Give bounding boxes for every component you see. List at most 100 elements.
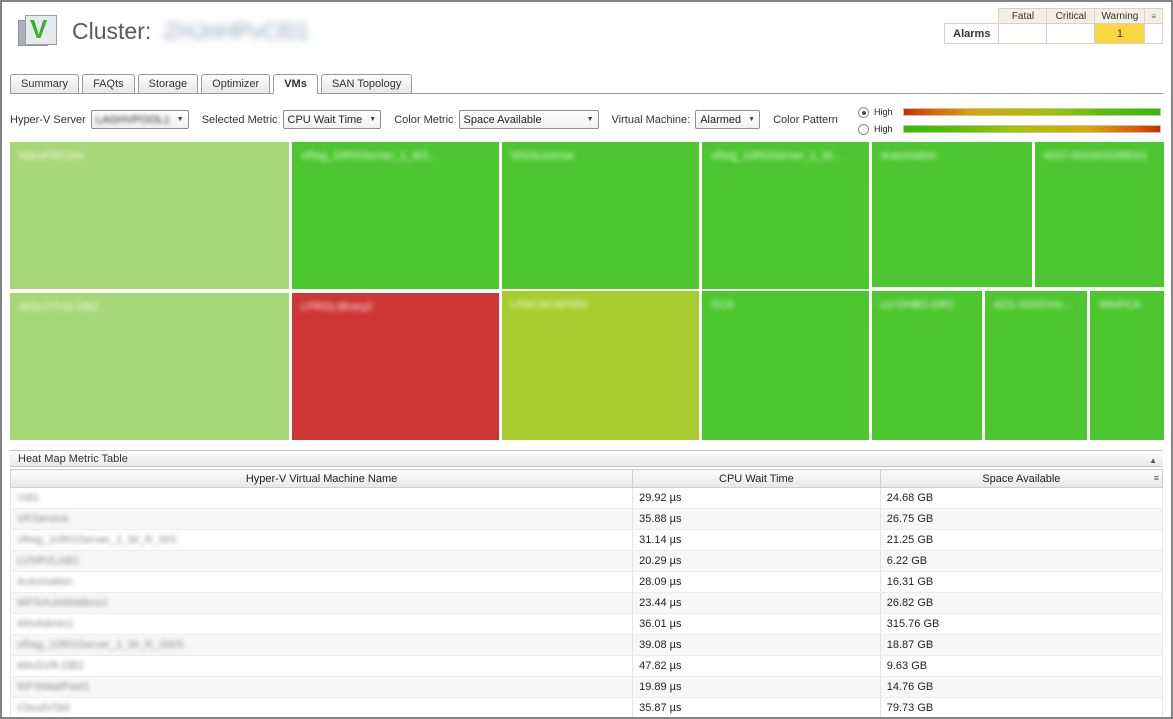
vm-name-text: WinSVR-DB2 xyxy=(17,660,84,672)
color-pattern-radio-green-to-red[interactable] xyxy=(858,123,869,135)
color-metric-value: Space Available xyxy=(463,113,542,126)
heatmap-tile[interactable]: LPACSCAPMM xyxy=(502,291,699,440)
table-row[interactable]: vReg_10RGServer_1_W_R_WS 31.14 µs 21.25 GB xyxy=(10,529,1163,551)
cpu-wait-cell: 23.44 µs xyxy=(632,592,881,614)
table-row[interactable]: Automation 28.09 µs 16.31 GB xyxy=(10,571,1163,593)
selected-metric-value: CPU Wait Time xyxy=(287,113,363,126)
alarm-col-critical: Critical xyxy=(1046,8,1096,24)
metric-table: Hyper-V Virtual Machine Name CPU Wait Ti… xyxy=(10,469,1163,717)
vm-name-text: WFSAutoMailbox1 xyxy=(17,597,109,609)
heatmap-tile[interactable]: LV-DHBG-DR2 xyxy=(872,291,982,440)
col-header-cpu-wait[interactable]: CPU Wait Time xyxy=(632,469,881,488)
table-row[interactable]: VKService 35.88 µs 26.75 GB xyxy=(10,508,1163,530)
table-row[interactable]: WinAdmin1 36.01 µs 315.76 GB xyxy=(10,613,1163,635)
cluster-name: ZHJnHPvCl01 xyxy=(163,18,310,44)
alarm-col-warning: Warning xyxy=(1094,8,1146,24)
vm-name-cell: Automation xyxy=(10,571,634,593)
metric-table-section-header[interactable]: Heat Map Metric Table ▲ xyxy=(10,450,1163,467)
vm-name-cell: vReg_10RGServer_1_W_R_SWS xyxy=(10,634,634,656)
virtual-machine-value: Alarmed xyxy=(700,113,742,126)
metric-table-wrap: Hyper-V Virtual Machine Name CPU Wait Ti… xyxy=(10,469,1163,717)
vm-name-cell: VKService xyxy=(10,508,634,530)
col-header-space-available[interactable]: Space Available ≡ xyxy=(879,469,1163,488)
vm-name-text: vReg_10RGServer_1_W_R_WS xyxy=(17,534,177,546)
tab-summary[interactable]: Summary xyxy=(10,74,80,93)
hyperv-server-label: Hyper-V Server xyxy=(10,113,86,126)
gradient-green-to-red xyxy=(903,125,1161,133)
tab-optimizer[interactable]: Optimizer xyxy=(201,74,271,93)
alarms-sort-icon[interactable]: ≡ xyxy=(1144,8,1163,24)
heatmap-tile[interactable]: vReg_10RGServer_1_W... xyxy=(702,142,869,289)
high-label: High xyxy=(874,124,893,134)
table-row[interactable]: CloudVSM 35.87 µs 79.73 GB xyxy=(10,697,1163,717)
tab-vms[interactable]: VMs xyxy=(273,74,318,94)
metric-table-header-row: Hyper-V Virtual Machine Name CPU Wait Ti… xyxy=(10,469,1163,488)
critical-count-cell[interactable] xyxy=(1046,23,1096,44)
cluster-icon-glyph: V xyxy=(30,14,48,44)
heatmap-tile[interactable]: SCA xyxy=(702,291,869,440)
table-row[interactable]: Vdi1 29.92 µs 24.68 GB xyxy=(10,487,1163,509)
heatmap-tile[interactable]: WSLOTUS-DB2 xyxy=(10,293,289,440)
table-row[interactable]: WFSMailPool1 19.89 µs 14.76 GB xyxy=(10,676,1163,698)
cluster-icon: V xyxy=(18,12,62,52)
heatmap-tile[interactable]: Automation xyxy=(872,142,1032,287)
selected-metric-select[interactable]: CPU Wait Time ▼ xyxy=(282,110,382,129)
col-header-vm-name[interactable]: Hyper-V Virtual Machine Name xyxy=(10,469,634,488)
heatmap-tile[interactable]: MandTKCore xyxy=(10,142,289,289)
heatmap-tile-label: WSSLicense xyxy=(511,150,574,162)
warning-count-cell[interactable]: 1 xyxy=(1094,23,1146,44)
space-available-cell: 21.25 GB xyxy=(880,529,1163,551)
heatmap-tile[interactable]: WS7-W10ASGREG1 xyxy=(1035,142,1164,287)
space-available-cell: 14.76 GB xyxy=(880,676,1163,698)
heatmap-tile[interactable]: WinPCA xyxy=(1090,291,1164,440)
heatmap-tile-label: MandTKCore xyxy=(19,150,85,162)
space-available-cell: 315.76 GB xyxy=(880,613,1163,635)
table-row[interactable]: WinSVR-DB2 47.82 µs 9.63 GB xyxy=(10,655,1163,677)
metric-table-body: Vdi1 29.92 µs 24.68 GB VKService 35.88 µs 26.… xyxy=(10,487,1163,717)
color-metric-label: Color Metric xyxy=(394,113,454,126)
tab-san-topology[interactable]: SAN Topology xyxy=(320,74,413,93)
table-row[interactable]: WFSAutoMailbox1 23.44 µs 26.82 GB xyxy=(10,592,1163,614)
color-pattern-group: High High xyxy=(858,102,1163,136)
collapse-icon[interactable]: ▲ xyxy=(1149,456,1157,465)
alarm-header-row: Fatal Critical Warning ≡ xyxy=(944,8,1163,24)
alarm-corner-cell xyxy=(944,8,1000,24)
cpu-wait-cell: 28.09 µs xyxy=(632,571,881,593)
vm-name-text: vReg_10RGServer_1_W_R_SWS xyxy=(17,639,184,651)
grid-settings-icon[interactable]: ≡ xyxy=(1153,473,1159,483)
cpu-wait-cell: 29.92 µs xyxy=(632,487,881,509)
vm-name-cell: WFSMailPool1 xyxy=(10,676,634,698)
vm-name-cell: LVSRVLAB2 xyxy=(10,550,634,572)
heatmap-tile[interactable]: LPRGLIBrary2 xyxy=(292,293,499,440)
hyperv-server-value: LAGHVPOOL1 xyxy=(95,113,170,126)
cpu-wait-cell: 35.87 µs xyxy=(632,697,881,717)
vm-name-text: WinAdmin1 xyxy=(17,618,74,630)
chevron-down-icon: ▼ xyxy=(748,116,756,123)
heatmap-tile[interactable]: AD1-ISDGVm... xyxy=(985,291,1087,440)
tab-faqts[interactable]: FAQts xyxy=(82,74,135,93)
cpu-wait-cell: 20.29 µs xyxy=(632,550,881,572)
heatmap-tile-label: LPACSCAPMM xyxy=(511,299,588,311)
table-row[interactable]: vReg_10RGServer_1_W_R_SWS 39.08 µs 18.87 G… xyxy=(10,634,1163,656)
heatmap-tile-label: SCA xyxy=(711,299,734,311)
cluster-icon-front xyxy=(25,15,57,45)
tab-storage[interactable]: Storage xyxy=(137,74,199,93)
page-title-prefix: Cluster: xyxy=(72,18,152,44)
virtual-machine-select[interactable]: Alarmed ▼ xyxy=(695,110,761,129)
color-pattern-radio-red-to-green[interactable] xyxy=(858,106,869,118)
heatmap-tile[interactable]: WSSLicense xyxy=(502,142,699,289)
high-label: High xyxy=(874,107,893,117)
virtual-machine-label: Virtual Machine: xyxy=(611,113,691,126)
table-row[interactable]: LVSRVLAB2 20.29 µs 6.22 GB xyxy=(10,550,1163,572)
heatmap-tile-label: AD1-ISDGVm... xyxy=(994,299,1072,311)
tabs: Summary FAQts Storage Optimizer VMs SAN Topol… xyxy=(10,74,1163,94)
hyperv-server-select[interactable]: LAGHVPOOL1 ▼ xyxy=(90,110,189,129)
space-available-cell: 6.22 GB xyxy=(880,550,1163,572)
color-metric-select[interactable]: Space Available ▼ xyxy=(458,110,599,129)
alarm-col-fatal: Fatal xyxy=(998,8,1048,24)
heatmap-tile[interactable]: vReg_10RGServer_1_W2... xyxy=(292,142,499,289)
color-pattern-option-1: High xyxy=(858,105,1163,119)
vm-name-cell: CloudVSM xyxy=(10,697,634,717)
fatal-count-cell[interactable] xyxy=(998,23,1048,44)
